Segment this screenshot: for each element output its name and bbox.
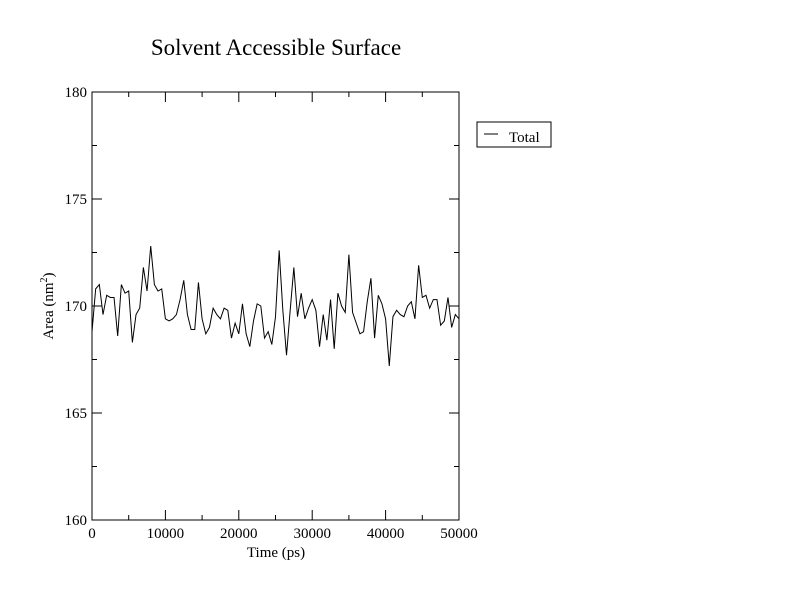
x-tick-label: 50000 bbox=[440, 526, 478, 542]
chart-title: Solvent Accessible Surface bbox=[151, 35, 401, 60]
y-tick-label: 170 bbox=[65, 299, 88, 315]
y-tick-label: 180 bbox=[65, 85, 88, 101]
y-axis-label-superscript: 2 bbox=[39, 277, 50, 282]
plot-frame bbox=[91, 91, 460, 521]
x-tick-label: 30000 bbox=[293, 526, 331, 542]
legend-box bbox=[476, 121, 552, 148]
axis-ticks bbox=[91, 91, 460, 521]
axis-tick-labels: 0 10000 20000 30000 40000 50000 160 165 170 175 18… bbox=[65, 85, 478, 542]
series-line-total bbox=[91, 246, 460, 366]
x-tick-label: 0 bbox=[88, 526, 96, 542]
x-tick-label: 20000 bbox=[220, 526, 258, 542]
y-axis-label-text: Area (nm bbox=[41, 282, 57, 339]
y-tick-label: 165 bbox=[65, 406, 88, 422]
legend: Total bbox=[476, 121, 552, 148]
legend-label-total: Total bbox=[509, 130, 540, 146]
y-tick-label: 175 bbox=[65, 192, 88, 208]
y-axis-label-close: ) bbox=[41, 272, 57, 277]
x-tick-label: 40000 bbox=[367, 526, 405, 542]
y-axis-label: Area (nm2) bbox=[39, 272, 57, 339]
y-tick-label: 160 bbox=[65, 513, 88, 529]
x-axis-label: Time (ps) bbox=[247, 545, 305, 561]
x-tick-label: 10000 bbox=[147, 526, 185, 542]
